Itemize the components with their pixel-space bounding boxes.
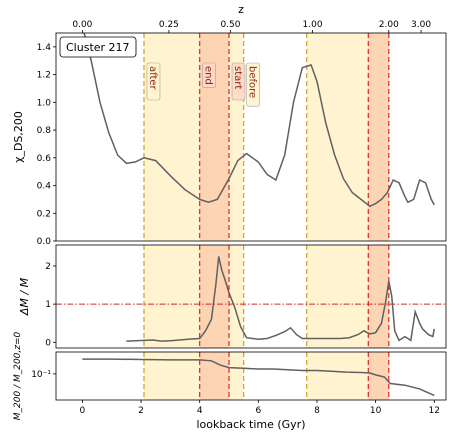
x-tick-label: 2 bbox=[138, 406, 144, 416]
y-tick-label: 0.4 bbox=[37, 182, 52, 192]
panel-delta-m: 0 1 2 ΔM / M bbox=[18, 244, 447, 349]
x-tick-label: 0 bbox=[80, 406, 86, 416]
annotation-start: start bbox=[231, 62, 246, 101]
x-tick-label: 12 bbox=[429, 406, 440, 416]
y-axis-label-top: χ_DS,200 bbox=[12, 111, 25, 163]
x-tick-label: 4 bbox=[197, 406, 203, 416]
panel-frame bbox=[55, 351, 447, 401]
top-tick-label: 0.25 bbox=[159, 20, 179, 30]
top-axis-label: z bbox=[238, 3, 244, 16]
panel-mass-ratio: 10⁻¹ M_200 / M_200,z=0 bbox=[13, 331, 447, 420]
y-tick-label: 0.0 bbox=[37, 237, 52, 247]
top-redshift-axis: 0.00 0.25 0.50 1.00 2.00 3.00 z bbox=[72, 3, 431, 33]
top-tick-label: 2.00 bbox=[379, 20, 399, 30]
x-tick-label: 8 bbox=[314, 406, 320, 416]
annotation-before: before bbox=[246, 62, 260, 107]
annotation-label: start bbox=[232, 66, 243, 89]
panel-chi-ds: 0.0 0.2 0.4 0.6 0.8 1.0 1.2 1.4 Cluster 217 after… bbox=[12, 32, 447, 247]
data-series-line bbox=[83, 33, 435, 208]
annotation-end: end bbox=[202, 62, 216, 88]
x-tick-label: 6 bbox=[255, 406, 261, 416]
annotation-box bbox=[146, 62, 161, 101]
top-tick-label: 0.00 bbox=[72, 20, 92, 30]
cluster-label-box bbox=[59, 36, 137, 58]
y-tick-label: 0.6 bbox=[37, 154, 52, 164]
data-series-line bbox=[82, 358, 435, 397]
y-axis-label-middle: ΔM / M bbox=[18, 277, 31, 316]
y-tick-label: 2 bbox=[45, 262, 51, 272]
orange-shaded-region bbox=[199, 352, 230, 400]
top-tick-label: 1.00 bbox=[303, 20, 323, 30]
data-series-line bbox=[126, 256, 436, 342]
annotation-label: after bbox=[147, 66, 158, 91]
y-tick-label: 1.2 bbox=[37, 71, 51, 81]
y-tick-label: 0.8 bbox=[37, 126, 52, 136]
annotation-label: before bbox=[247, 66, 258, 98]
annotation-box bbox=[231, 62, 246, 101]
annotation-after: after bbox=[146, 62, 161, 101]
x-tick-label: 10 bbox=[370, 406, 382, 416]
cluster-label: Cluster 217 bbox=[66, 41, 130, 54]
top-tick-label: 0.50 bbox=[220, 20, 240, 30]
y-tick-label: 1.0 bbox=[37, 98, 52, 108]
y-tick-label: 0 bbox=[45, 338, 51, 348]
y-tick-label: 1.4 bbox=[37, 43, 52, 53]
annotation-label: end bbox=[203, 66, 214, 85]
y-tick-label: 10⁻¹ bbox=[31, 370, 51, 380]
top-tick-label: 3.00 bbox=[411, 20, 431, 30]
y-axis-label-bottom: M_200 / M_200,z=0 bbox=[13, 331, 23, 420]
panel-frame bbox=[55, 32, 447, 242]
panel-frame bbox=[55, 244, 447, 349]
x-axis-label: lookback time (Gyr) bbox=[196, 418, 305, 431]
orange-shaded-region bbox=[368, 245, 389, 348]
y-tick-label: 1 bbox=[45, 300, 51, 310]
bottom-time-axis: 0 2 4 6 8 10 12 lookback time (Gyr) bbox=[80, 400, 440, 431]
annotation-box bbox=[202, 62, 216, 88]
y-tick-label: 0.2 bbox=[37, 209, 51, 219]
orange-shaded-region bbox=[368, 33, 389, 241]
annotation-box bbox=[246, 62, 260, 107]
